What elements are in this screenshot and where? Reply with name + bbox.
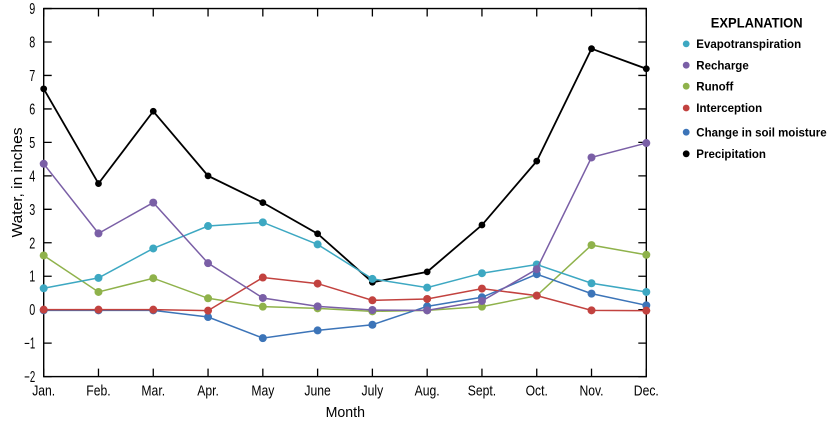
svg-text:7: 7 <box>29 68 35 85</box>
svg-text:8: 8 <box>29 35 35 52</box>
svg-text:Interception: Interception <box>696 103 762 115</box>
svg-text:Apr.: Apr. <box>197 383 219 399</box>
svg-text:Change in soil moisture: Change in soil moisture <box>696 127 826 139</box>
svg-text:Mar.: Mar. <box>141 383 165 399</box>
svg-text:Aug.: Aug. <box>415 383 440 399</box>
svg-text:Nov.: Nov. <box>579 383 603 399</box>
svg-text:Dec.: Dec. <box>634 383 659 399</box>
svg-text:5: 5 <box>29 135 35 152</box>
svg-text:9: 9 <box>29 1 35 18</box>
svg-text:−1: −1 <box>24 336 35 353</box>
svg-text:Sept.: Sept. <box>468 383 496 399</box>
svg-text:6: 6 <box>29 101 35 118</box>
svg-text:2: 2 <box>29 235 35 252</box>
svg-text:Precipitation: Precipitation <box>696 149 766 161</box>
svg-text:4: 4 <box>29 168 35 185</box>
svg-text:Recharge: Recharge <box>696 60 748 72</box>
svg-text:0: 0 <box>29 302 35 319</box>
svg-text:Jan.: Jan. <box>32 383 55 399</box>
svg-text:July: July <box>362 383 384 399</box>
svg-text:−2: −2 <box>24 369 35 386</box>
svg-text:Runoff: Runoff <box>696 81 733 93</box>
svg-text:EXPLANATION: EXPLANATION <box>711 15 803 31</box>
svg-text:Month: Month <box>326 404 365 421</box>
svg-text:3: 3 <box>29 202 35 219</box>
svg-text:Water, in inches: Water, in inches <box>9 128 26 238</box>
svg-text:Oct.: Oct. <box>526 383 548 399</box>
svg-text:May: May <box>251 383 275 399</box>
svg-text:1: 1 <box>29 269 35 286</box>
svg-text:June: June <box>304 383 330 399</box>
svg-text:Feb.: Feb. <box>86 383 110 399</box>
svg-text:Evapotranspiration: Evapotranspiration <box>696 39 801 51</box>
